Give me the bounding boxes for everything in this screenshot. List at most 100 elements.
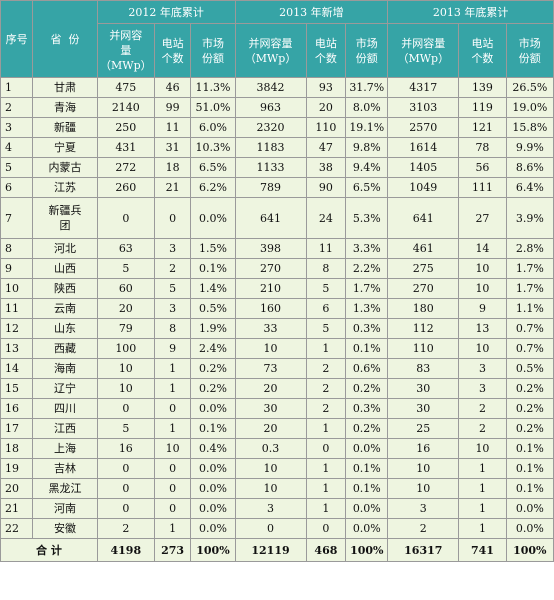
row-index: 15 [0, 378, 34, 399]
data-cell: 10 [458, 258, 507, 279]
data-cell: 1 [305, 498, 347, 519]
data-cell: 20 [96, 298, 155, 319]
data-cell: 110 [387, 338, 460, 359]
table-row: 8 河北 63 3 1.5% 398 11 3.3% 461 14 2.8% [0, 238, 554, 259]
total-cell: 4198 [96, 538, 155, 562]
data-cell: 31.7% [345, 77, 389, 98]
data-cell: 210 [234, 278, 307, 299]
data-cell: 2 [458, 398, 507, 419]
data-cell: 2 [387, 518, 460, 539]
data-cell: 1 [305, 338, 347, 359]
data-cell: 0.0% [190, 458, 236, 479]
row-index: 12 [0, 318, 34, 339]
data-cell: 2 [458, 418, 507, 439]
row-index: 16 [0, 398, 34, 419]
header-capacity: 并网容量 （MWp） [234, 23, 307, 78]
row-index: 1 [0, 77, 34, 98]
data-cell: 9.4% [345, 157, 389, 178]
data-cell: 1 [305, 458, 347, 479]
data-cell: 272 [96, 157, 155, 178]
data-cell: 0.0% [190, 518, 236, 539]
data-cell: 60 [96, 278, 155, 299]
data-cell: 9 [153, 338, 192, 359]
data-cell: 3 [387, 498, 460, 519]
data-cell: 16 [96, 438, 155, 459]
row-index: 14 [0, 358, 34, 379]
data-cell: 1 [153, 358, 192, 379]
data-cell: 1 [458, 518, 507, 539]
data-cell: 3 [153, 238, 192, 259]
province-name: 辽宁 [32, 378, 98, 399]
total-cell: 741 [458, 538, 507, 562]
data-cell: 1 [305, 418, 347, 439]
data-cell: 10 [96, 378, 155, 399]
row-index: 8 [0, 238, 34, 259]
data-cell: 0.2% [505, 418, 554, 439]
data-cell: 160 [234, 298, 307, 319]
data-cell: 2 [153, 258, 192, 279]
province-name: 吉林 [32, 458, 98, 479]
data-cell: 31 [153, 137, 192, 158]
data-cell: 0.2% [190, 358, 236, 379]
data-cell: 0.0% [190, 478, 236, 499]
province-name: 四川 [32, 398, 98, 419]
data-cell: 0 [96, 398, 155, 419]
data-cell: 78 [458, 137, 507, 158]
data-cell: 10.3% [190, 137, 236, 158]
total-cell: 100% [190, 538, 236, 562]
header-market-share: 市场 份额 [345, 23, 389, 78]
data-cell: 5 [305, 278, 347, 299]
header-station-count: 电站 个数 [305, 23, 347, 78]
data-cell: 6.0% [190, 117, 236, 138]
data-cell: 30 [387, 378, 460, 399]
data-cell: 1405 [387, 157, 460, 178]
data-cell: 0 [153, 478, 192, 499]
data-cell: 99 [153, 97, 192, 118]
data-cell: 1614 [387, 137, 460, 158]
header-province: 省 份 [32, 0, 98, 78]
data-cell: 11.3% [190, 77, 236, 98]
data-cell: 10 [458, 278, 507, 299]
data-cell: 47 [305, 137, 347, 158]
data-cell: 3.3% [345, 238, 389, 259]
data-cell: 1.9% [190, 318, 236, 339]
data-cell: 0.6% [345, 358, 389, 379]
table-row: 22 安徽 2 1 0.0% 0 0 0.0% 2 1 0.0% [0, 518, 554, 539]
table-row: 6 江苏 260 21 6.2% 789 90 6.5% 1049 111 6.4% [0, 177, 554, 198]
total-cell: 100% [505, 538, 554, 562]
table-row: 7 新疆兵 团 0 0 0.0% 641 24 5.3% 641 27 3.9% [0, 197, 554, 239]
data-cell: 5.3% [345, 197, 389, 239]
data-cell: 1.7% [505, 258, 554, 279]
data-cell: 431 [96, 137, 155, 158]
data-cell: 270 [387, 278, 460, 299]
data-cell: 0.1% [505, 438, 554, 459]
total-cell: 16317 [387, 538, 460, 562]
province-name: 新疆 [32, 117, 98, 138]
province-name: 青海 [32, 97, 98, 118]
data-cell: 9.9% [505, 137, 554, 158]
row-index: 18 [0, 438, 34, 459]
table-row: 17 江西 5 1 0.1% 20 1 0.2% 25 2 0.2% [0, 418, 554, 439]
data-cell: 398 [234, 238, 307, 259]
data-cell: 641 [234, 197, 307, 239]
header-capacity: 并网容 量 （MWp） [96, 23, 155, 78]
data-cell: 0 [153, 458, 192, 479]
data-cell: 15.8% [505, 117, 554, 138]
table-row: 14 海南 10 1 0.2% 73 2 0.6% 83 3 0.5% [0, 358, 554, 379]
data-cell: 250 [96, 117, 155, 138]
data-cell: 8.6% [505, 157, 554, 178]
header-group-2012-cumulative: 2012 年底累计 [96, 0, 236, 24]
data-cell: 0 [96, 197, 155, 239]
province-name: 安徽 [32, 518, 98, 539]
data-cell: 110 [305, 117, 347, 138]
data-cell: 3103 [387, 97, 460, 118]
data-cell: 0.3% [345, 398, 389, 419]
data-cell: 0.1% [505, 478, 554, 499]
data-cell: 93 [305, 77, 347, 98]
table-row: 19 吉林 0 0 0.0% 10 1 0.1% 10 1 0.1% [0, 458, 554, 479]
data-cell: 14 [458, 238, 507, 259]
header-market-share: 市场 份额 [190, 23, 236, 78]
data-cell: 18 [153, 157, 192, 178]
table-row: 15 辽宁 10 1 0.2% 20 2 0.2% 30 3 0.2% [0, 378, 554, 399]
table-row: 4 宁夏 431 31 10.3% 1183 47 9.8% 1614 78 9.9% [0, 137, 554, 158]
